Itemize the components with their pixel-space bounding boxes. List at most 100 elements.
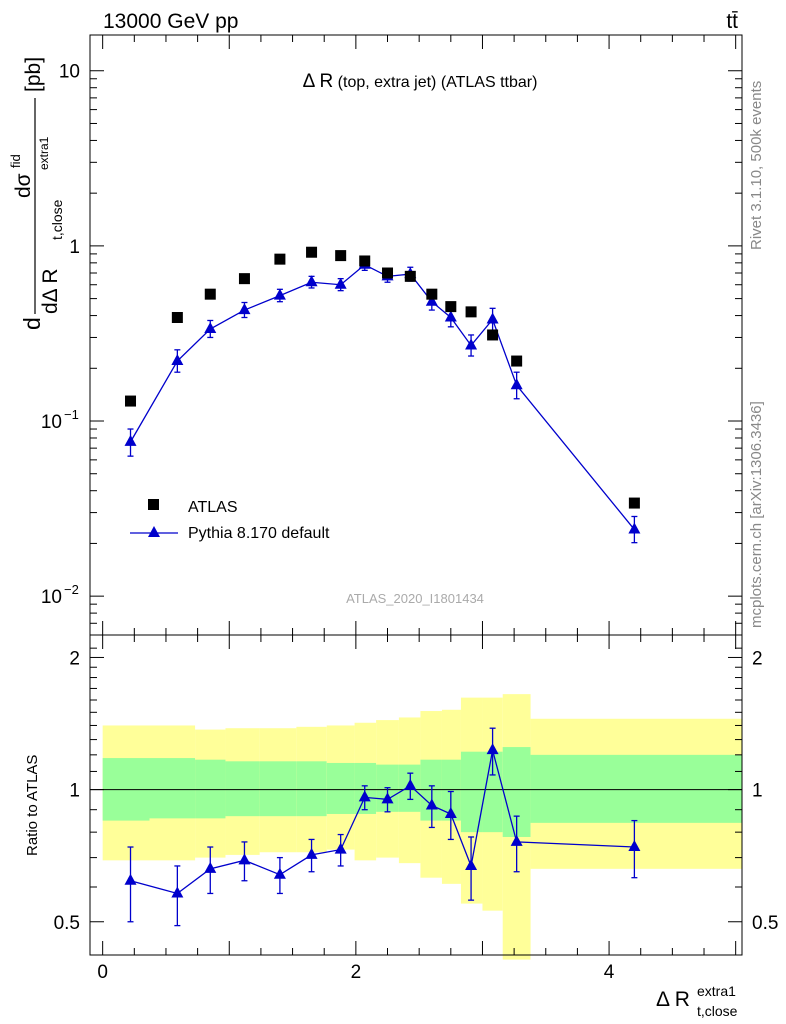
mcplots-label: mcplots.cern.ch [arXiv:1306.3436]: [748, 401, 765, 628]
main-y-tick-label: 10: [41, 587, 62, 608]
ratio-plot-frame: [89, 634, 743, 956]
x-axis-label: Δ R t,close extra1: [656, 983, 738, 1019]
mc-point: [465, 338, 478, 350]
mc-ratio-point: [510, 834, 523, 846]
data-point: [125, 395, 137, 407]
main-y-tick-label: 1: [69, 237, 80, 258]
mc-point: [204, 322, 217, 334]
x-tick-label: 4: [604, 962, 615, 983]
x-axis-label-main: Δ R: [656, 988, 690, 1011]
x-axis-label-sub: t,close: [697, 1003, 738, 1019]
ylabel-denominator: dΔ R: [39, 268, 62, 314]
data-point: [465, 306, 477, 318]
mc-ratio-point: [273, 867, 286, 879]
ylabel-numerator-sup: fid: [8, 154, 23, 168]
energy-label: 13000 GeV pp: [103, 10, 238, 33]
ratio-band-inner: [530, 754, 742, 823]
data-series: [125, 246, 640, 509]
ratio-y-axis-label: Ratio to ATLAS: [24, 755, 41, 856]
data-point: [274, 253, 286, 265]
legend-mc-label: Pythia 8.170 default: [188, 525, 330, 542]
ratio-band-inner: [259, 761, 297, 817]
legend-data-marker: [148, 499, 159, 510]
rivet-label: Rivet 3.1.10, 500k events: [748, 81, 765, 250]
data-point: [238, 273, 250, 285]
mc-ratio-point: [238, 853, 251, 865]
mc-ratio-point: [425, 798, 438, 810]
main-y-tick-exponent: −1: [64, 407, 79, 422]
mc-point: [305, 275, 318, 287]
data-point: [511, 355, 523, 367]
data-point: [204, 288, 216, 300]
mc-ratio-point: [358, 790, 371, 802]
main-y-tick-exponent: −2: [64, 582, 79, 597]
mc-point: [171, 354, 184, 366]
ratio-band-inner: [441, 759, 461, 821]
mc-ratio-series: [124, 727, 641, 927]
mc-point: [334, 277, 347, 289]
ylabel-d: d: [19, 317, 45, 330]
ratio-y-tick-label-right: 1: [752, 781, 763, 802]
ratio-y-tick-label-right: 0.5: [752, 913, 778, 934]
main-plot-title-rest: (top, extra jet) (ATLAS ttbar): [333, 74, 537, 91]
mc-ratio-line: [130, 749, 635, 895]
ylabel-unit: [pb]: [22, 57, 45, 92]
ratio-band-inner: [326, 762, 355, 814]
data-point: [306, 246, 318, 258]
ratio-band-inner: [460, 751, 483, 833]
ratio-y-tick-label-right: 2: [752, 648, 763, 669]
mc-point: [486, 312, 499, 324]
analysis-watermark: ATLAS_2020_I1801434: [346, 591, 484, 606]
ylabel-denominator-sub: t,close: [49, 199, 65, 240]
mc-ratio-point: [305, 847, 318, 859]
data-point: [382, 267, 394, 279]
ylabel-denominator-sup: extra1: [37, 136, 51, 170]
data-point: [171, 311, 183, 323]
ratio-band-inner: [195, 759, 226, 819]
data-point: [628, 497, 640, 509]
mc-ratio-point: [486, 743, 499, 755]
x-axis-label-sup: extra1: [697, 983, 736, 999]
mc-point: [425, 294, 438, 306]
main-y-axis-label: d dσ fid dΔ R t,close extra1 [pb]: [8, 57, 65, 330]
ratio-band-inner: [225, 761, 260, 817]
ratio-y-tick-label-left: 1: [69, 781, 80, 802]
mc-point: [628, 522, 641, 534]
mc-ratio-point: [334, 842, 347, 854]
mc-point: [510, 378, 523, 390]
mc-point: [273, 288, 286, 300]
mc-ratio-point: [404, 778, 417, 790]
data-point: [335, 250, 347, 262]
main-plot-title: Δ R (top, extra jet) (ATLAS ttbar): [303, 71, 538, 92]
ratio-band-inner: [296, 761, 327, 817]
data-point: [359, 255, 371, 267]
mc-ratio-point: [628, 840, 641, 852]
x-tick-label: 0: [97, 962, 108, 983]
mc-ratio-point: [171, 886, 184, 898]
main-y-tick-label: 10: [41, 412, 62, 433]
x-tick-label: 2: [351, 962, 362, 983]
process-label: tt̄: [726, 10, 738, 33]
axis-ticks: [90, 35, 742, 955]
main-plot-frame: [89, 34, 743, 636]
ratio-bands: [102, 694, 742, 960]
legend-data-label: ATLAS: [188, 499, 238, 516]
main-y-tick-label: 10: [59, 62, 80, 83]
data-point: [487, 329, 499, 341]
mc-line: [129, 264, 635, 530]
data-point: [404, 270, 416, 282]
mc-point: [238, 303, 251, 315]
mc-point: [444, 310, 457, 322]
legend-mc-marker: [148, 526, 160, 537]
mc-ratio-point: [444, 806, 457, 818]
ylabel-numerator: dσ: [12, 173, 35, 198]
mc-ratio-point: [465, 858, 478, 870]
data-point: [445, 301, 457, 313]
mc-ratio-point: [381, 792, 394, 804]
data-point: [426, 288, 438, 300]
legend: ATLAS Pythia 8.170 default: [130, 499, 330, 542]
mc-ratio-point: [124, 873, 137, 885]
ratio-y-tick-label-left: 2: [69, 648, 80, 669]
